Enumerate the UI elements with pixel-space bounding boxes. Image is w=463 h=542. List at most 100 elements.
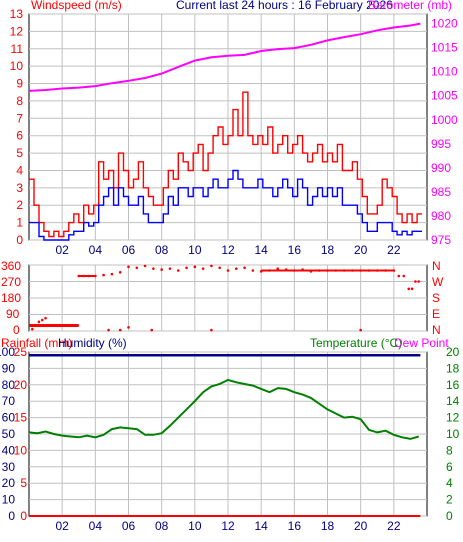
temp-x-tick-label: 22 (387, 519, 401, 533)
direction-point (384, 269, 387, 272)
wind-tick-label: 5 (16, 146, 23, 160)
direction-tick-360: 360 (1, 259, 21, 273)
direction-point (168, 267, 172, 270)
rainfall-tick-label: 15 (14, 411, 28, 425)
temp-x-tick-label: 02 (55, 519, 69, 533)
direction-point (268, 269, 271, 272)
temperature-tick-label: 14 (446, 394, 460, 408)
humidity-tick-label: 100 (0, 345, 15, 359)
temperature-tick-label: 16 (446, 378, 460, 392)
temp-x-tick-label: 06 (122, 519, 136, 533)
humidity-tick-label: 50 (2, 427, 16, 441)
temperature-line (28, 378, 419, 440)
direction-label-n-bottom: N (432, 323, 441, 337)
temperature-tick-label: 12 (446, 411, 460, 425)
direction-point (37, 320, 41, 324)
wind-tick-label: 8 (16, 94, 23, 108)
wind-x-tick-label: 20 (354, 243, 368, 257)
direction-point (60, 324, 64, 327)
barometer-tick-label: 1020 (431, 17, 458, 31)
direction-point (351, 269, 354, 272)
direction-point (234, 267, 238, 270)
direction-point (293, 269, 296, 272)
direction-point (160, 268, 163, 271)
direction-point (107, 328, 110, 332)
direction-point (410, 287, 414, 291)
direction-point (135, 266, 139, 270)
direction-point (110, 272, 114, 276)
humidity-tick-label: 60 (2, 411, 16, 425)
barometer-tick-label: 980 (431, 209, 451, 223)
temperature-tick-label: 10 (446, 427, 460, 441)
direction-tick-0: 0 (13, 323, 20, 337)
temperature-tick-label: 8 (446, 443, 453, 457)
temperature-tick-label: 18 (446, 361, 460, 375)
humidity-tick-label: 10 (2, 493, 16, 507)
direction-point (251, 269, 255, 272)
temp-x-tick-label: 10 (188, 519, 202, 533)
rainfall-tick-label: 5 (20, 476, 27, 490)
direction-point (118, 271, 122, 274)
direction-tick-180: 180 (1, 291, 21, 305)
rainfall-tick-label: 20 (14, 378, 28, 392)
temp-x-tick-label: 14 (254, 519, 268, 533)
wind-tick-label: 7 (16, 111, 23, 125)
wind-x-tick-label: 06 (122, 243, 136, 257)
direction-point (334, 269, 338, 272)
temperature-tick-label: 20 (446, 345, 460, 359)
barometer-tick-label: 985 (431, 185, 451, 199)
direction-point (44, 316, 47, 320)
wind-tick-label: 2 (16, 198, 23, 212)
humidity-tick-label: 0 (8, 509, 15, 523)
temp-x-tick-label: 12 (221, 519, 235, 533)
direction-tick-90: 90 (6, 307, 20, 321)
direction-point (392, 269, 396, 272)
direction-tick-270: 270 (1, 275, 21, 289)
wind-gust-line (29, 91, 422, 238)
direction-point (127, 265, 130, 269)
wind-average-line (29, 169, 422, 241)
wind-tick-label: 13 (10, 7, 24, 21)
direction-point (397, 274, 401, 278)
chart-title: Current last 24 hours : 16 February 2026 (176, 0, 393, 12)
wind-tick-label: 11 (11, 42, 24, 56)
temperature-tick-label: 4 (446, 476, 453, 490)
direction-point (414, 280, 417, 283)
direction-label-e: E (432, 307, 440, 321)
wind-tick-label: 0 (16, 233, 23, 247)
direction-point (176, 269, 180, 272)
temperature-tick-label: 6 (446, 460, 453, 474)
direction-point (359, 269, 362, 272)
direction-point (193, 265, 197, 269)
humidity-axis-label: Humidity (%) (58, 336, 127, 350)
direction-label-n-top: N (432, 259, 441, 273)
direction-point (407, 287, 411, 291)
wind-x-tick-label: 02 (55, 243, 69, 257)
direction-point (118, 328, 122, 332)
wind-tick-label: 4 (16, 163, 23, 177)
barometer-tick-label: 1000 (431, 113, 458, 127)
direction-point (276, 267, 280, 270)
direction-point (226, 269, 230, 272)
wind-x-tick-label: 22 (387, 243, 401, 257)
direction-point (185, 266, 188, 270)
humidity-tick-label: 40 (2, 443, 16, 457)
rainfall-tick-label: 0 (20, 509, 27, 523)
barometer-tick-label: 1010 (431, 65, 458, 79)
direction-point (143, 264, 147, 268)
direction-label-s: S (432, 291, 440, 305)
direction-point (359, 328, 362, 332)
direction-point (69, 324, 72, 327)
wind-x-tick-label: 14 (254, 243, 268, 257)
wind-x-tick-label: 08 (155, 243, 169, 257)
temp-x-tick-label: 04 (89, 519, 103, 533)
rainfall-axis-label: Rainfall (mm) (1, 336, 72, 350)
direction-point (284, 268, 288, 271)
direction-point (243, 266, 246, 270)
direction-point (317, 269, 321, 272)
barometer-tick-label: 1005 (431, 89, 458, 103)
rainfall-tick-label: 10 (14, 443, 28, 457)
direction-point (309, 270, 313, 273)
barometer-axis-label: Barometer (mb) (368, 0, 452, 12)
humidity-tick-label: 90 (2, 361, 16, 375)
